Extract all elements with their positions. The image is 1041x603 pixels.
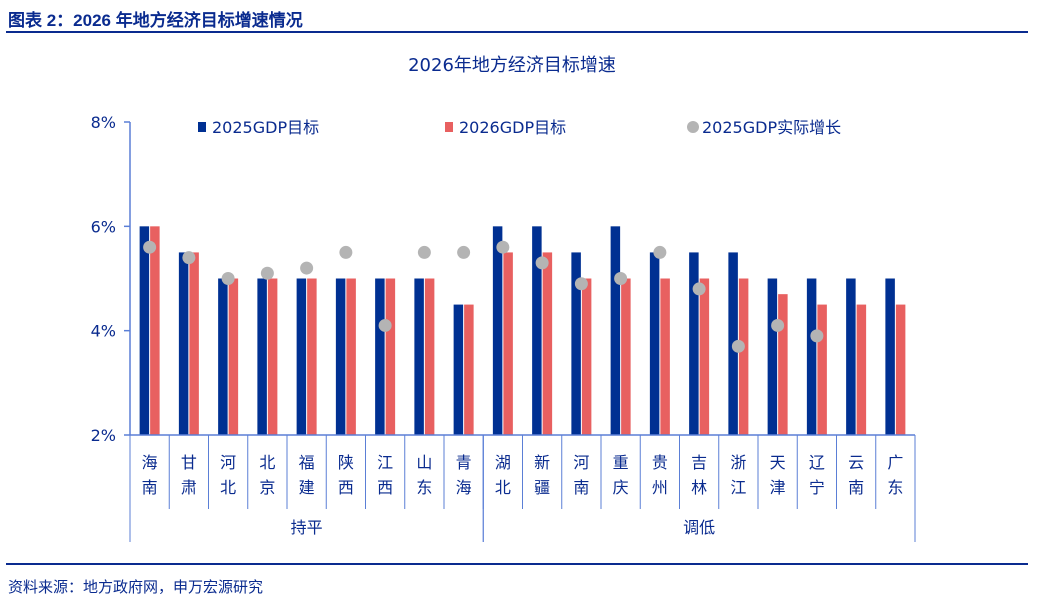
- dot-2025-actual: [771, 318, 785, 332]
- legend-label: 2026GDP目标: [459, 118, 566, 137]
- plot-area: [139, 226, 906, 435]
- bar-2025-target: [257, 278, 267, 435]
- legend: 2025GDP目标 2026GDP目标 2025GDP实际增长: [198, 118, 841, 137]
- bar-2026-target: [699, 278, 710, 435]
- dot-2025-actual: [810, 329, 824, 343]
- bar-2026-target: [307, 278, 317, 435]
- bar-2026-target: [856, 304, 867, 435]
- dot-2025-actual: [221, 272, 235, 285]
- bar-2026-target: [542, 252, 553, 435]
- bar-2026-target: [817, 304, 827, 435]
- legend-label: 2025GDP目标: [212, 118, 319, 137]
- category-label: 重庆: [613, 453, 629, 497]
- category-label: 浙江: [730, 453, 746, 497]
- bar-2026-target: [621, 278, 631, 435]
- bar-2026-target: [228, 278, 239, 435]
- category-label: 北京: [259, 453, 275, 497]
- bar-2026-target: [778, 294, 788, 435]
- bar-2026-target: [660, 278, 670, 435]
- bar-2025-target: [453, 304, 464, 435]
- dot-2025-actual: [535, 256, 549, 270]
- category-label: 青海: [456, 453, 472, 497]
- dot-2025-actual: [731, 339, 745, 353]
- category-label: 福建: [299, 453, 315, 497]
- category-label: 广东: [887, 453, 903, 497]
- bar-2026-target: [503, 252, 513, 435]
- bar-2026-target: [150, 226, 160, 435]
- dot-2025-actual: [300, 261, 314, 275]
- bar-2025-target: [532, 226, 542, 435]
- bar-2025-target: [885, 278, 895, 435]
- dot-2025-actual: [260, 266, 274, 280]
- category-label: 陕西: [338, 453, 354, 497]
- category-label: 江西: [377, 453, 393, 497]
- category-label: 海南: [142, 453, 158, 497]
- bar-2025-target: [610, 226, 621, 435]
- bar-2025-target: [806, 278, 817, 435]
- bar-2026-target: [385, 278, 396, 435]
- bar-2025-target: [846, 278, 856, 435]
- bar-2025-target: [649, 252, 660, 435]
- bar-2026-target: [346, 278, 356, 435]
- category-label: 河北: [220, 453, 236, 497]
- source-note: 资料来源：地方政府网，申万宏源研究: [8, 579, 264, 596]
- category-label: 湖北: [495, 453, 511, 497]
- bar-2026-target: [738, 278, 749, 435]
- chart-title: 2026年地方经济目标增速: [408, 55, 616, 76]
- dot-2025-actual: [457, 245, 471, 259]
- category-label: 辽宁: [809, 453, 825, 497]
- y-tick-label: 4%: [91, 322, 116, 341]
- bar-2025-target: [178, 252, 189, 435]
- dot-2025-actual: [574, 277, 588, 291]
- bar-2025-target: [335, 278, 346, 435]
- bar-2026-target: [895, 304, 906, 435]
- dot-2025-actual: [182, 251, 196, 265]
- dot-2025-actual: [653, 245, 667, 259]
- category-label: 天津: [770, 453, 786, 497]
- dot-2025-actual: [496, 240, 510, 254]
- bar-2025-target: [414, 278, 424, 435]
- figure-title: 图表 2：2026 年地方经济目标增速情况: [8, 11, 303, 30]
- bar-2025-target: [375, 278, 385, 435]
- legend-swatch: [445, 122, 453, 132]
- category-label: 云南: [848, 453, 864, 497]
- bar-2025-target: [689, 252, 699, 435]
- category-label: 贵州: [652, 453, 668, 497]
- category-label: 河南: [573, 453, 589, 497]
- category-label: 甘肃: [181, 453, 197, 497]
- category-label: 吉林: [691, 453, 707, 497]
- category-label: 山东: [416, 453, 432, 497]
- bar-2025-target: [571, 252, 581, 435]
- dot-2025-actual: [378, 318, 392, 332]
- bar-2026-target: [189, 252, 199, 435]
- dot-2025-actual: [417, 245, 431, 259]
- y-tick-label: 6%: [91, 217, 116, 236]
- group-label: 调低: [683, 518, 715, 537]
- bar-2025-target: [296, 278, 307, 435]
- legend-swatch: [198, 122, 206, 132]
- bar-2025-target: [492, 226, 503, 435]
- dot-2025-actual: [692, 282, 706, 296]
- dot-2025-actual: [143, 240, 157, 254]
- dot-2025-actual: [339, 245, 353, 259]
- bar-2025-target: [767, 278, 778, 435]
- legend-label: 2025GDP实际增长: [702, 118, 841, 137]
- bar-2025-target: [218, 278, 228, 435]
- dot-2025-actual: [614, 272, 628, 285]
- bottom-rule: [6, 563, 1028, 565]
- x-axis: 持平 调低 海南甘肃河北北京福建陕西江西山东青海湖北新疆河南重庆贵州吉林浙江天津辽宁…: [129, 434, 916, 542]
- y-axis: 2% 4% 6% 8%: [91, 113, 131, 445]
- top-rule: [6, 31, 1028, 33]
- y-tick-label: 2%: [91, 426, 116, 445]
- bar-2026-target: [267, 278, 278, 435]
- bar-2026-target: [424, 278, 435, 435]
- bar-2026-target: [581, 278, 592, 435]
- bar-2025-target: [139, 226, 150, 435]
- group-label: 持平: [291, 518, 323, 537]
- y-tick-label: 8%: [91, 113, 116, 132]
- bar-2026-target: [464, 304, 474, 435]
- category-label: 新疆: [534, 453, 550, 497]
- legend-swatch: [687, 121, 699, 133]
